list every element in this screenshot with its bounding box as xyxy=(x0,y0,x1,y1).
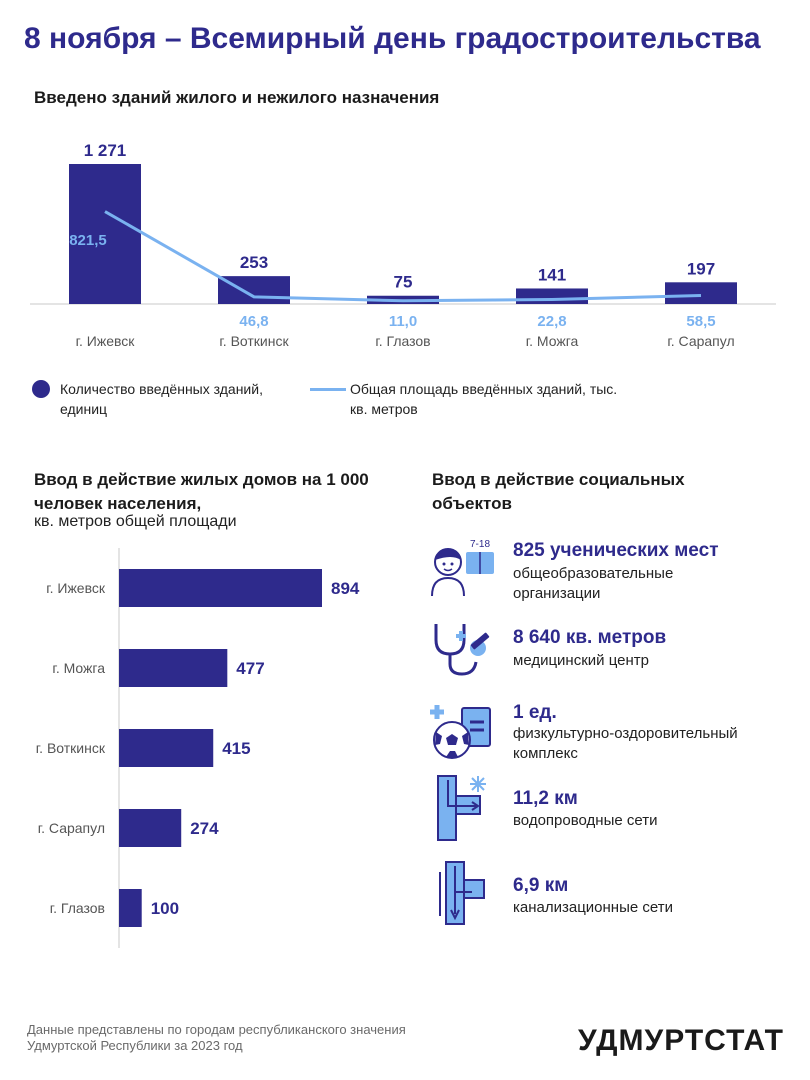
sewer-pipe-icon xyxy=(439,861,485,925)
bar-value-label: 477 xyxy=(236,659,264,678)
bar xyxy=(119,809,182,847)
legend-bar-marker xyxy=(32,380,50,398)
social-item-desc: водопроводные сети xyxy=(513,812,658,829)
bar-value-label: 100 xyxy=(151,899,179,918)
category-label: г. Глазов xyxy=(375,333,430,349)
social-item-desc: общеобразовательные организации xyxy=(513,565,674,602)
social-item-value: 11,2 км xyxy=(513,788,578,809)
bar xyxy=(119,649,228,687)
social-item-value: 6,9 км xyxy=(513,875,569,896)
page-title: 8 ноября – Всемирный день градостроитель… xyxy=(24,22,761,55)
housing-chart: 894 г. Ижевск 477 г. Можга 415 г. Воткинск 274… xyxy=(36,548,360,948)
water-pipe-icon xyxy=(437,775,486,841)
bar xyxy=(218,276,290,304)
category-label: г. Воткинск xyxy=(36,740,106,756)
category-label: г. Глазов xyxy=(50,900,105,916)
bar xyxy=(119,729,214,767)
social-item-desc: физкультурно-оздоровительный комплекс xyxy=(513,725,738,762)
bar-value-label: 894 xyxy=(331,579,360,598)
legend-bar-label: Количество введённых зданий, единиц xyxy=(60,381,263,417)
category-label: г. Можга xyxy=(526,333,579,349)
category-label: г. Ижевск xyxy=(76,333,136,349)
social-item-desc: медицинский центр xyxy=(513,652,649,669)
category-label: г. Можга xyxy=(52,660,105,676)
sports-ball-icon xyxy=(430,705,491,759)
line-value-label: 821,5 xyxy=(69,232,107,249)
social-title: Ввод в действие социальных объектов xyxy=(432,470,685,513)
bar xyxy=(69,164,141,304)
social-item-value: 8 640 кв. метров xyxy=(513,627,667,648)
buildings-chart: 1 271 г. Ижевск 253 г. Воткинск 75 г. Глазов 1… xyxy=(30,141,776,349)
legend-line-label: Общая площадь введённых зданий, тыс. кв.… xyxy=(350,381,618,417)
chart2-subtitle: кв. метров общей площади xyxy=(34,513,237,530)
area-line xyxy=(104,210,702,303)
chart2-title: Ввод в действие жилых домов на 1 000 чел… xyxy=(34,470,369,513)
line-value-label: 58,5 xyxy=(686,313,715,330)
social-item-value: 825 ученических мест xyxy=(513,540,719,561)
social-item-value: 1 ед. xyxy=(513,702,557,723)
student-icon: 7-18 xyxy=(431,539,494,597)
social-item-desc: канализационные сети xyxy=(513,899,673,916)
bar-value-label: 141 xyxy=(538,265,566,284)
category-label: г. Сарапул xyxy=(38,820,105,836)
bar-value-label: 197 xyxy=(687,259,715,278)
footnote: Данные представлены по городам республик… xyxy=(27,1022,406,1053)
bar xyxy=(665,282,737,304)
bar-value-label: 415 xyxy=(222,739,250,758)
stethoscope-icon xyxy=(434,624,490,676)
bar-value-label: 75 xyxy=(394,273,413,292)
bar xyxy=(119,889,142,927)
category-label: г. Ижевск xyxy=(46,580,106,596)
bar xyxy=(119,569,322,607)
category-label: г. Воткинск xyxy=(219,333,289,349)
legend-line-marker xyxy=(310,388,346,391)
bar-value-label: 253 xyxy=(240,253,268,272)
student-icon-badge: 7-18 xyxy=(470,539,490,550)
chart1-title: Введено зданий жилого и нежилого назначе… xyxy=(34,88,440,107)
bar-value-label: 274 xyxy=(190,819,219,838)
line-value-label: 46,8 xyxy=(239,313,268,330)
category-label: г. Сарапул xyxy=(667,333,734,349)
brand-logo: УДМУРТСТАТ xyxy=(578,1024,784,1057)
bar xyxy=(516,288,588,304)
line-value-label: 11,0 xyxy=(389,313,417,330)
line-value-label: 22,8 xyxy=(537,313,566,330)
bar-value-label: 1 271 xyxy=(84,141,127,160)
